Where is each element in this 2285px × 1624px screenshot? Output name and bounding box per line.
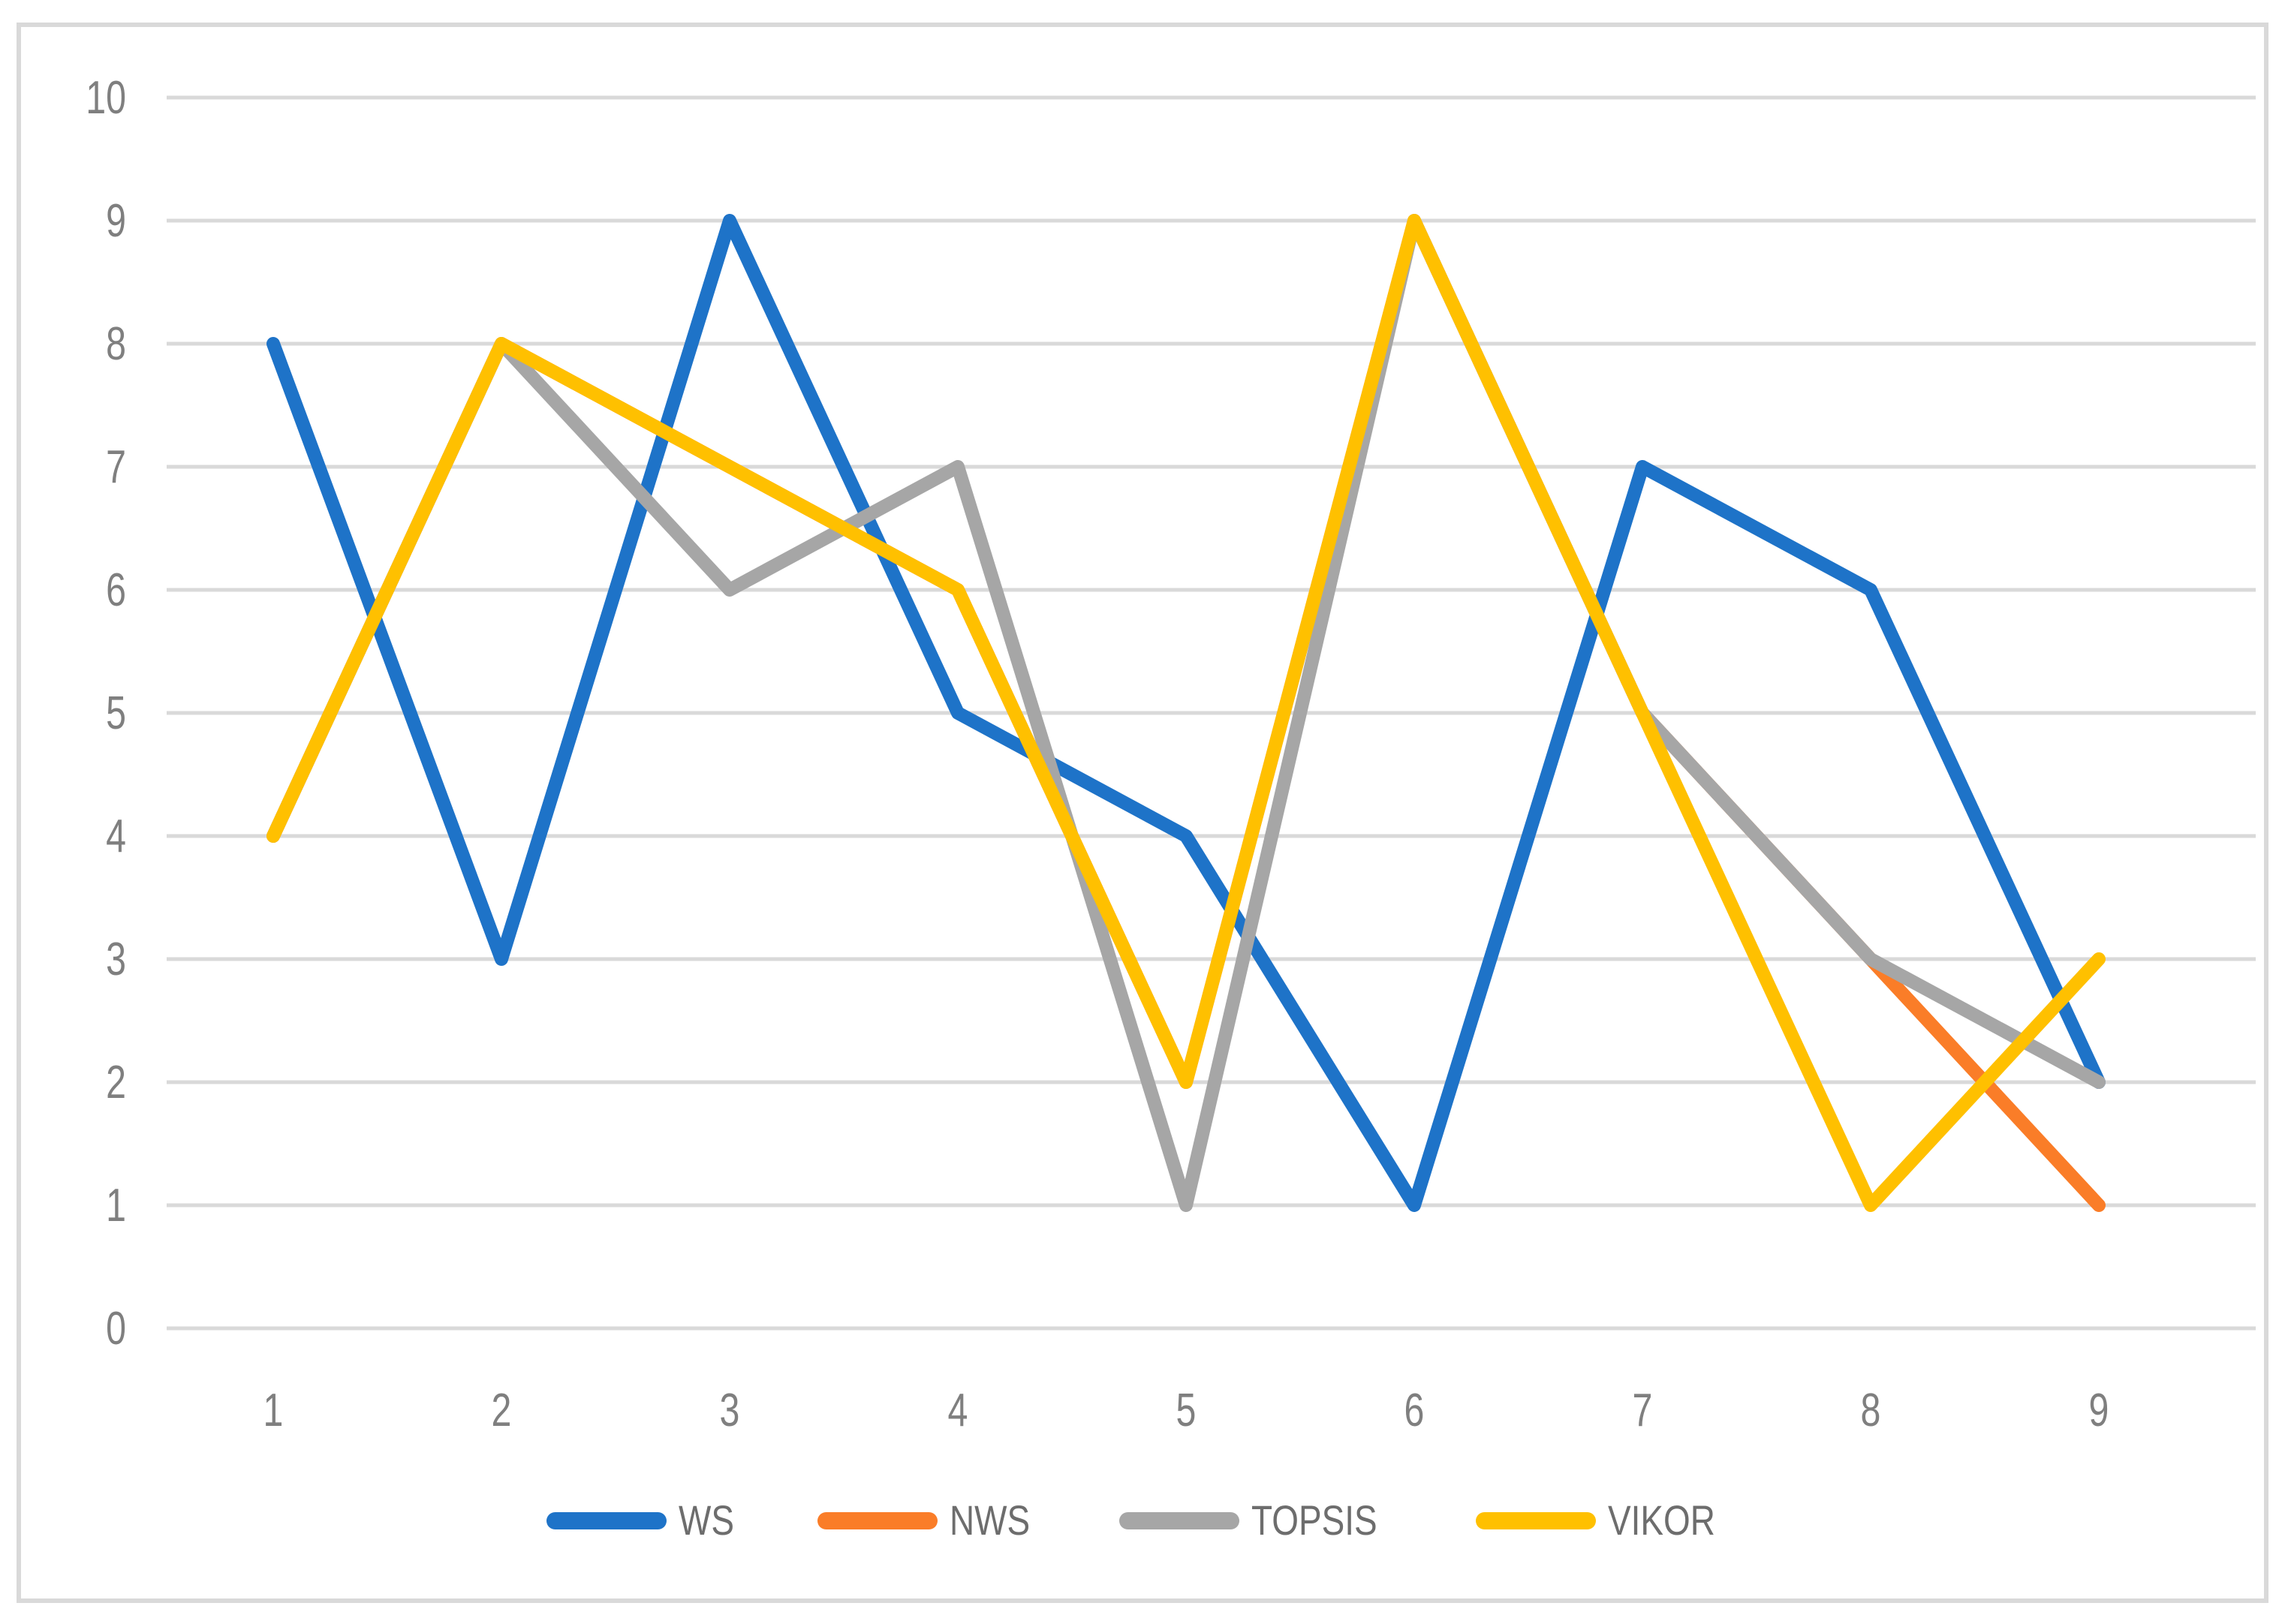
y-tick-label-7: 7 <box>106 441 126 492</box>
series-line-topsis <box>266 214 2106 1212</box>
y-tick-label-5: 5 <box>106 687 126 738</box>
x-tick-label-8: 8 <box>1861 1384 1881 1436</box>
figure-border <box>17 23 2268 1603</box>
x-tick-label-7: 7 <box>1633 1384 1653 1436</box>
series-line-ws <box>266 214 2106 1212</box>
x-tick-label-3: 3 <box>720 1384 740 1436</box>
x-tick-label-2: 2 <box>492 1384 512 1436</box>
y-tick-label-9: 9 <box>106 194 126 246</box>
x-tick-label-1: 1 <box>263 1384 284 1436</box>
y-tick-label-10: 10 <box>86 71 126 123</box>
y-tick-label-0: 0 <box>106 1302 126 1354</box>
series-line-vikor <box>266 214 2106 1212</box>
x-tick-label-9: 9 <box>2089 1384 2109 1436</box>
y-tick-label-4: 4 <box>106 810 126 862</box>
y-tick-label-6: 6 <box>106 564 126 615</box>
y-tick-label-1: 1 <box>106 1179 126 1231</box>
x-tick-label-6: 6 <box>1404 1384 1425 1436</box>
y-tick-label-8: 8 <box>106 317 126 369</box>
x-tick-label-5: 5 <box>1176 1384 1197 1436</box>
y-tick-label-3: 3 <box>106 933 126 985</box>
y-tick-label-2: 2 <box>106 1056 126 1108</box>
x-tick-label-4: 4 <box>948 1384 968 1436</box>
